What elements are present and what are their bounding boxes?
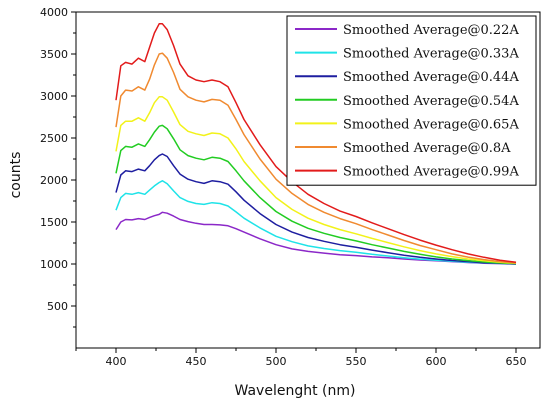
series-line-5 bbox=[115, 96, 517, 265]
y-tick-label: 3500 bbox=[40, 48, 68, 61]
x-tick-label: 450 bbox=[186, 355, 207, 368]
legend: Smoothed Average@0.22A Smoothed Average@0… bbox=[286, 15, 537, 186]
y-tick-label: 1500 bbox=[40, 216, 68, 229]
series-line-7 bbox=[115, 23, 517, 264]
x-tick-label: 550 bbox=[346, 355, 367, 368]
series-line-6 bbox=[115, 52, 517, 264]
y-tick-label: 4000 bbox=[40, 6, 68, 19]
x-tick-label: 500 bbox=[266, 355, 287, 368]
legend-label: Smoothed Average@0.33A bbox=[343, 47, 519, 62]
series-line-1 bbox=[115, 211, 517, 265]
y-tick-label: 500 bbox=[47, 300, 68, 313]
legend-label: Smoothed Average@0.22A bbox=[343, 23, 519, 38]
series-layer bbox=[115, 23, 517, 265]
series-line-4 bbox=[115, 124, 517, 265]
y-axis-label: counts bbox=[8, 152, 24, 199]
legend-label: Smoothed Average@0.65A bbox=[343, 117, 519, 132]
x-axis-label: Wavelenght (nm) bbox=[235, 383, 356, 399]
legend-label: Smoothed Average@0.44A bbox=[343, 70, 519, 85]
x-tick-label: 400 bbox=[106, 355, 127, 368]
series-line-2 bbox=[115, 180, 517, 265]
y-tick-label: 3000 bbox=[40, 90, 68, 103]
axis-ticks: 400 450 500 550 600 650 500 1000 1500 2000 2500 300… bbox=[40, 6, 527, 368]
y-tick-label: 2000 bbox=[40, 174, 68, 187]
y-tick-label: 2500 bbox=[40, 132, 68, 145]
x-tick-label: 650 bbox=[506, 355, 527, 368]
y-tick-label: 1000 bbox=[40, 258, 68, 271]
x-tick-label: 600 bbox=[426, 355, 447, 368]
legend-label: Smoothed Average@0.8A bbox=[343, 141, 511, 156]
legend-label: Smoothed Average@0.99A bbox=[343, 165, 519, 180]
series-line-3 bbox=[115, 153, 517, 265]
legend-label: Smoothed Average@0.54A bbox=[343, 94, 519, 109]
